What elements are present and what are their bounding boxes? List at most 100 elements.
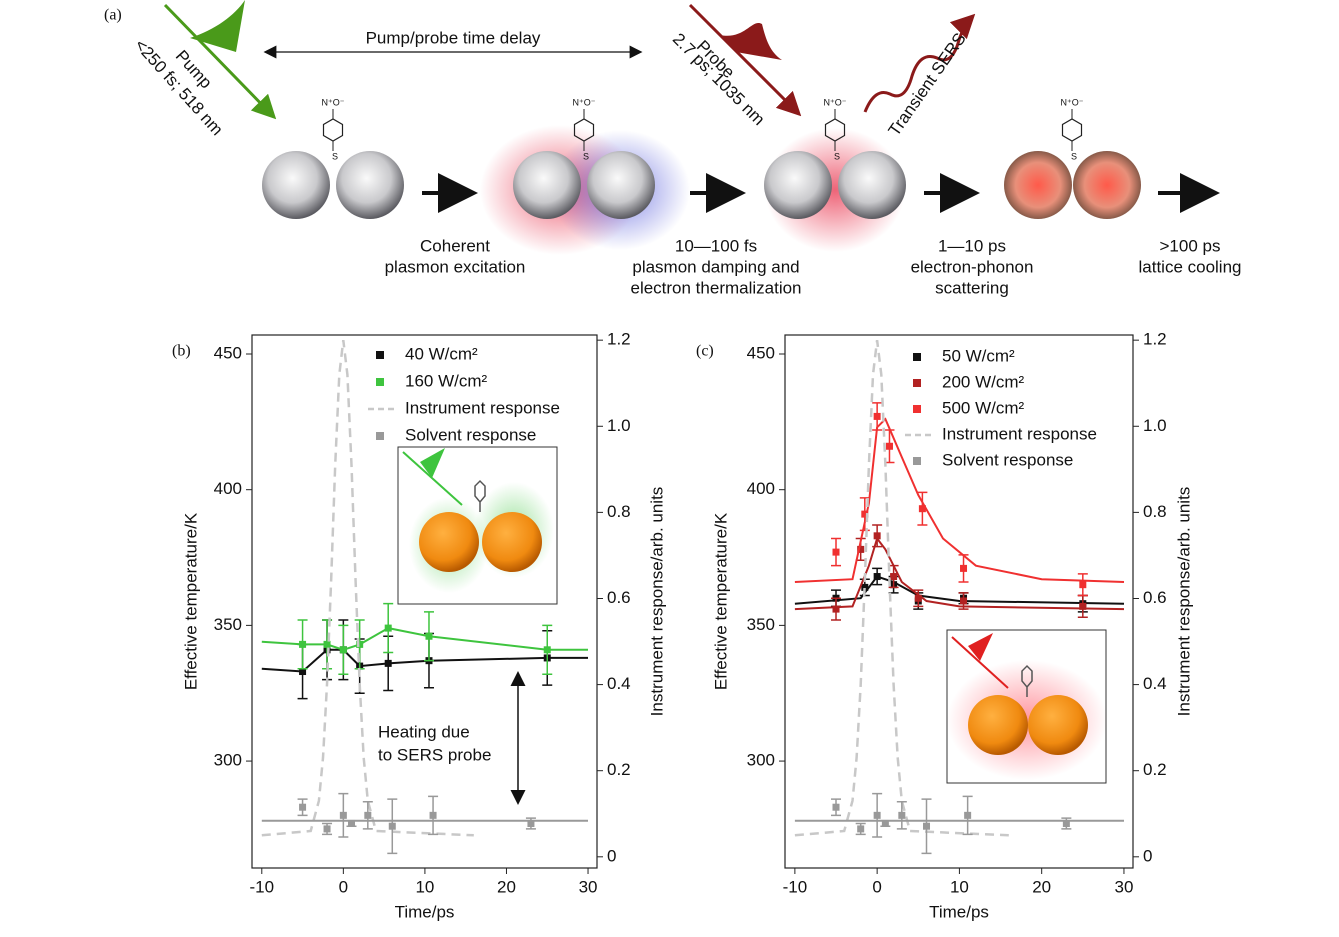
data-point <box>861 583 869 591</box>
fit-line <box>794 536 1125 611</box>
y2-axis-label: Instrument response/arb. units <box>647 487 666 717</box>
legend-label: Solvent response <box>405 425 536 444</box>
data-point <box>543 646 551 654</box>
legend-swatch <box>376 378 384 386</box>
sers-label: Transient SERS <box>885 29 970 139</box>
x-axis-label: Time/ps <box>395 902 455 921</box>
data-point <box>384 659 392 667</box>
y-axis-label: Effective temperature/K <box>711 512 730 690</box>
x-tick-label: 0 <box>339 877 348 896</box>
probe-arrow <box>688 3 802 117</box>
data-point <box>960 597 968 605</box>
y2-tick-label: 1.0 <box>1143 416 1167 435</box>
caption: Coherent <box>420 236 490 255</box>
legend-label: 500 W/cm² <box>942 398 1025 417</box>
x-tick-label: 30 <box>1114 877 1133 896</box>
caption: electron thermalization <box>630 278 801 297</box>
caption: electron-phonon <box>911 257 1034 276</box>
x-tick-label: 20 <box>497 877 516 896</box>
y2-tick-label: 0.8 <box>607 502 631 521</box>
fit-line <box>261 627 588 651</box>
x-tick-label: 30 <box>579 877 598 896</box>
inset-b <box>397 446 558 605</box>
y-tick-label: 400 <box>747 479 775 498</box>
x-axis-label: Time/ps <box>929 902 989 921</box>
y-tick-label: 400 <box>214 479 242 498</box>
sulfur-label: S <box>583 151 589 161</box>
data-point <box>384 624 392 632</box>
data-point <box>832 548 840 556</box>
y2-tick-label: 0.4 <box>607 674 631 693</box>
data-point <box>873 412 881 420</box>
data-point <box>923 822 931 830</box>
sulfur-label: S <box>332 151 338 161</box>
sulfur-label: S <box>1071 151 1077 161</box>
panel-label: (a) <box>104 7 122 24</box>
benzene-ring <box>322 118 344 142</box>
y-tick-label: 300 <box>214 751 242 770</box>
x-tick-label: -10 <box>783 877 808 896</box>
y2-tick-label: 0 <box>1143 846 1152 865</box>
data-point <box>323 640 331 648</box>
caption: plasmon damping and <box>632 257 799 276</box>
data-point <box>832 803 840 811</box>
caption: scattering <box>935 278 1009 297</box>
sulfur-label: S <box>834 151 840 161</box>
sers-arrow <box>863 13 976 113</box>
nitro-label: N⁺O⁻ <box>823 97 846 107</box>
data-point <box>861 510 869 518</box>
probe-pulse <box>720 22 782 61</box>
x-tick-label: -10 <box>249 877 274 896</box>
data-point <box>348 819 356 827</box>
annotation: Heating due <box>378 722 470 741</box>
legend-label: Instrument response <box>405 398 560 417</box>
instrument-line <box>261 340 474 837</box>
y2-tick-label: 0.2 <box>607 760 631 779</box>
x-tick-label: 10 <box>950 877 969 896</box>
y2-tick-label: 0.2 <box>1143 760 1167 779</box>
caption: 1—10 ps <box>938 236 1006 255</box>
y2-tick-label: 1.2 <box>607 330 631 349</box>
captions: Coherent plasmon excitation 10—100 fs plasm… <box>385 236 1242 297</box>
data-point <box>881 819 889 827</box>
data-point <box>339 646 347 654</box>
legend-label: Solvent response <box>942 450 1073 469</box>
data-point <box>898 811 906 819</box>
data-point <box>356 640 364 648</box>
molecules: N⁺O⁻ S N⁺O⁻ S N⁺O⁻ S N⁺O⁻ S <box>321 97 1083 161</box>
y2-tick-label: 0 <box>607 846 616 865</box>
legend-swatch <box>376 432 384 440</box>
y-tick-label: 300 <box>747 751 775 770</box>
panel-label: (c) <box>696 343 714 360</box>
y2-tick-label: 1.0 <box>607 416 631 435</box>
data-point <box>914 594 922 602</box>
nitro-label: N⁺O⁻ <box>572 97 595 107</box>
diagram: (a) Pump/probe time delay Pump <250 fs; … <box>104 0 1242 297</box>
data-point <box>857 545 865 553</box>
data-point <box>960 564 968 572</box>
data-point <box>885 442 893 450</box>
x-tick-label: 10 <box>415 877 434 896</box>
legend-swatch <box>913 457 921 465</box>
instrument-line <box>794 340 1009 837</box>
data-point <box>299 668 307 676</box>
data-point <box>299 803 307 811</box>
pump-spec: <250 fs; 518 nm <box>131 35 227 139</box>
nitro-label: N⁺O⁻ <box>321 97 344 107</box>
pump-pulse <box>190 0 245 52</box>
legend-label: Instrument response <box>942 424 1097 443</box>
y-tick-label: 350 <box>214 615 242 634</box>
data-point <box>873 532 881 540</box>
data-point <box>1079 602 1087 610</box>
legend-swatch <box>913 379 921 387</box>
data-point <box>890 573 898 581</box>
legend-label: 40 W/cm² <box>405 344 478 363</box>
y-tick-label: 450 <box>747 343 775 362</box>
inset-c <box>946 629 1107 784</box>
legend: 40 W/cm² 160 W/cm² Instrument response Solv… <box>368 344 560 444</box>
legend-label: 50 W/cm² <box>942 346 1015 365</box>
y2-tick-label: 0.6 <box>1143 588 1167 607</box>
legend-swatch <box>913 353 921 361</box>
